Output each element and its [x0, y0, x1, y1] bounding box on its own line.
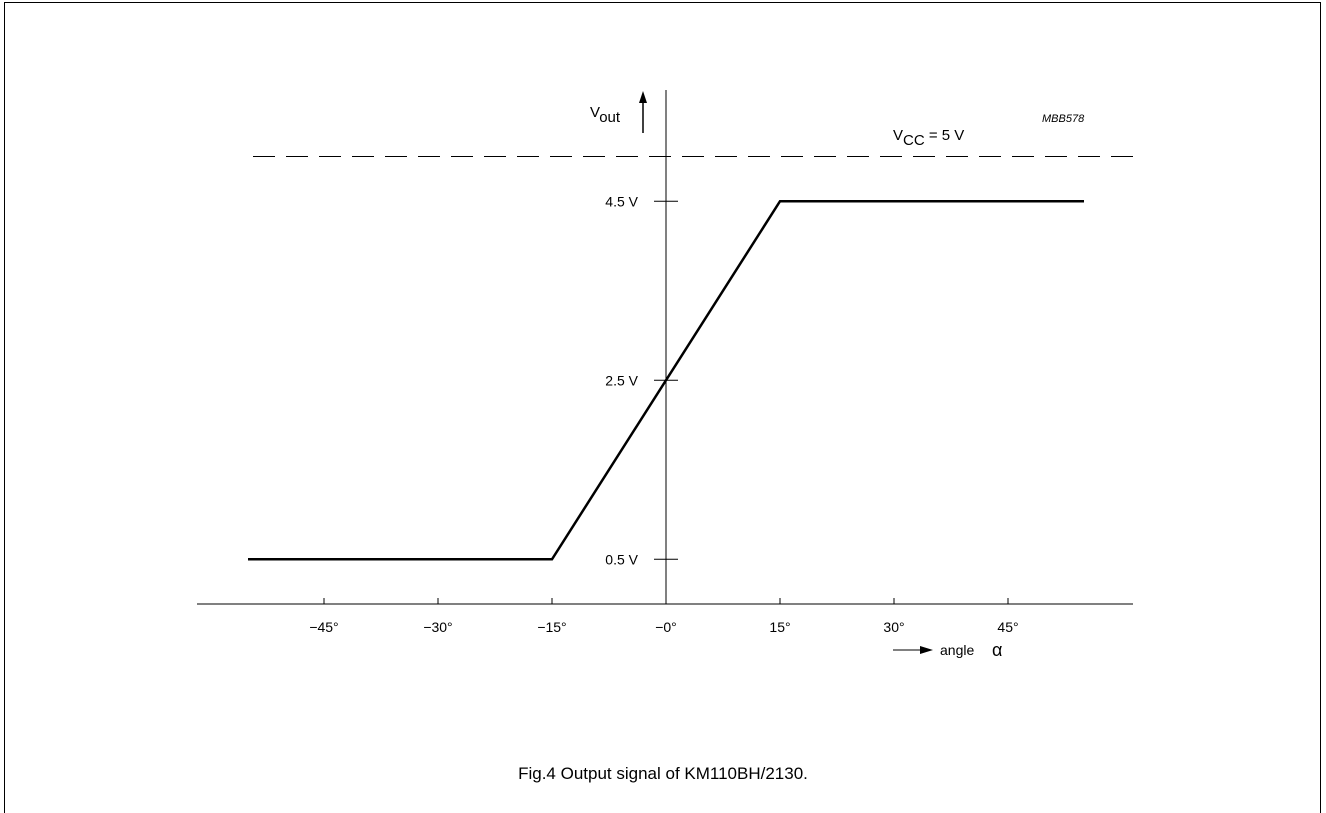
- x-tick-label: −0°: [655, 619, 677, 635]
- y-axis-label-main: V: [590, 104, 600, 121]
- figure-caption: Fig.4 Output signal of KM110BH/2130.: [518, 764, 808, 783]
- vcc-reference-label: VCC = 5 V: [893, 127, 964, 149]
- y-axis-label-sub: out: [599, 109, 621, 126]
- x-tick-label: 45°: [997, 619, 1018, 635]
- x-tick-label: 30°: [883, 619, 904, 635]
- x-tick-label: 15°: [769, 619, 790, 635]
- y-tick-label: 4.5 V: [605, 193, 638, 209]
- y-axis-label: Vout: [590, 104, 621, 126]
- x-ticks: −45° −30° −15° −0° 15° 30° 45°: [309, 598, 1019, 635]
- x-axis-label: angle: [940, 642, 974, 658]
- figure-code: MBB578: [1042, 113, 1085, 125]
- y-tick-label: 0.5 V: [605, 551, 638, 567]
- y-axis-arrow: [639, 91, 647, 103]
- x-tick-label: −45°: [309, 619, 338, 635]
- x-axis-arrow: [920, 646, 933, 654]
- vcc-label-main: V: [893, 127, 903, 144]
- y-tick-label: 2.5 V: [605, 372, 638, 388]
- x-tick-label: −30°: [423, 619, 452, 635]
- series-line-output-voltage: [248, 200, 1084, 561]
- y-ticks: 0.5 V 2.5 V 4.5 V: [605, 193, 678, 567]
- x-tick-label: −15°: [537, 619, 566, 635]
- x-axis-label-symbol: α: [992, 640, 1002, 660]
- vcc-label-rest: = 5 V: [925, 127, 965, 144]
- vcc-label-sub: CC: [903, 132, 925, 149]
- figure-frame: [4, 2, 1321, 813]
